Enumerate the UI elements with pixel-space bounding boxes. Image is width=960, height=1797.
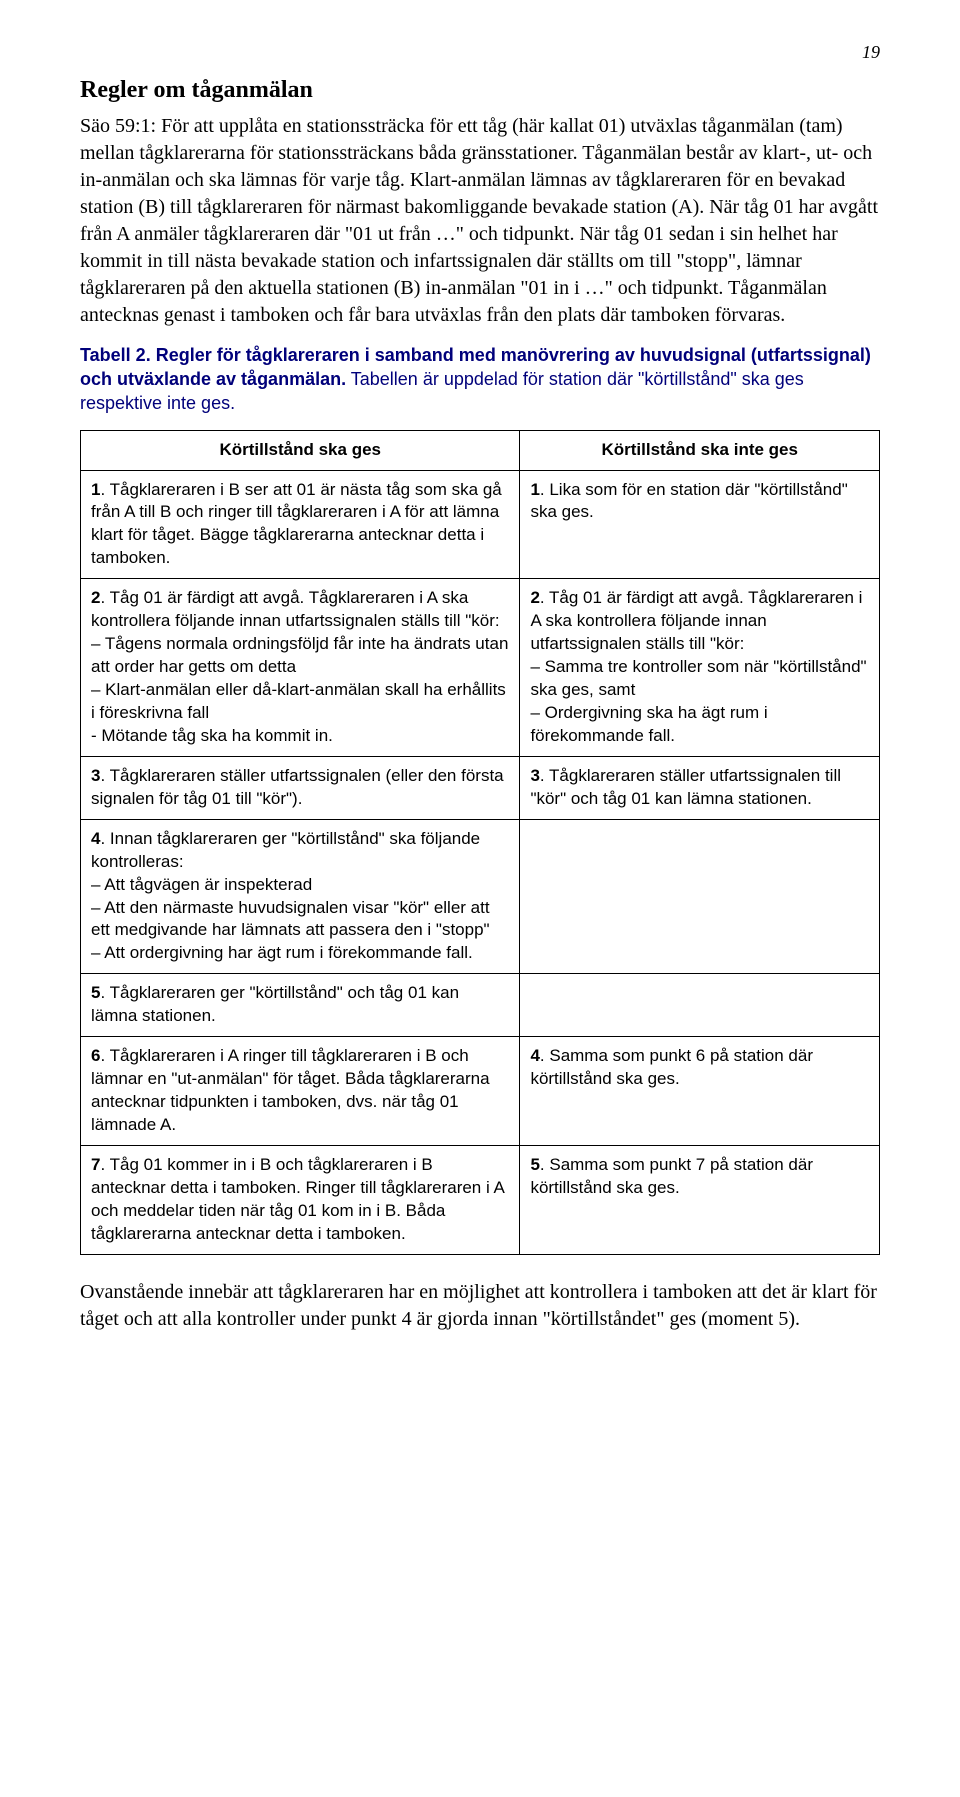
cell-text: . Lika som för en station där "körtillst… [530, 480, 847, 522]
cell-text: . Tågklareraren ger "körtillstånd" och t… [91, 983, 459, 1025]
section-heading: Regler om tåganmälan [80, 74, 880, 106]
table-row: 5. Tågklareraren ger "körtillstånd" och … [81, 974, 880, 1037]
table-row: 7. Tåg 01 kommer in i B och tågklarerare… [81, 1145, 880, 1254]
cell-text: . Tågklareraren i B ser att 01 är nästa … [91, 480, 502, 568]
cell-text: . Tåg 01 är färdigt att avgå. Tågklarera… [91, 588, 508, 745]
cell-right [520, 974, 880, 1037]
cell-right: 1. Lika som för en station där "körtills… [520, 470, 880, 579]
row-num: 1 [530, 480, 539, 499]
table-row: 4. Innan tågklareraren ger "körtillstånd… [81, 819, 880, 974]
table-row: 2. Tåg 01 är färdigt att avgå. Tågklarer… [81, 579, 880, 757]
row-num: 5 [530, 1155, 539, 1174]
cell-text: . Samma som punkt 7 på station där körti… [530, 1155, 813, 1197]
table-row: 3. Tågklareraren ställer utfartssignalen… [81, 756, 880, 819]
cell-text: . Tåg 01 kommer in i B och tågklareraren… [91, 1155, 504, 1243]
table-header-row: Körtillstånd ska ges Körtillstånd ska in… [81, 430, 880, 470]
cell-left: 2. Tåg 01 är färdigt att avgå. Tågklarer… [81, 579, 520, 757]
cell-right: 5. Samma som punkt 7 på station där kört… [520, 1145, 880, 1254]
table-row: 1 . Tågklareraren i B ser att 01 är nästa… [81, 470, 880, 579]
page-number: 19 [80, 40, 880, 64]
cell-left: 1. Tågklareraren i B ser att 01 är nästa… [81, 470, 520, 579]
cell-right: 3. Tågklareraren ställer utfartssignalen… [520, 756, 880, 819]
closing-paragraph: Ovanstående innebär att tågklareraren ha… [80, 1279, 880, 1333]
col-header-right: Körtillstånd ska inte ges [520, 430, 880, 470]
cell-text: . Innan tågklareraren ger "körtillstånd"… [91, 829, 490, 963]
cell-left: 6. Tågklareraren i A ringer till tågklar… [81, 1037, 520, 1146]
cell-text: . Samma som punkt 6 på station där körti… [530, 1046, 813, 1088]
cell-right: 2. Tåg 01 är färdigt att avgå. Tågklarer… [520, 579, 880, 757]
row-num: 3 [530, 766, 539, 785]
cell-left: 4. Innan tågklareraren ger "körtillstånd… [81, 819, 520, 974]
intro-paragraph: Säo 59:1: För att upplåta en stationsstr… [80, 113, 880, 329]
cell-text: . Tågklareraren ställer utfartssignalen … [530, 766, 841, 808]
cell-text: . Tågklareraren i A ringer till tågklare… [91, 1046, 490, 1134]
cell-left: 5. Tågklareraren ger "körtillstånd" och … [81, 974, 520, 1037]
rules-table: Körtillstånd ska ges Körtillstånd ska in… [80, 430, 880, 1255]
cell-text: . Tågklareraren ställer utfartssignalen … [91, 766, 504, 808]
cell-left: 3. Tågklareraren ställer utfartssignalen… [81, 756, 520, 819]
cell-right: 4. Samma som punkt 6 på station där kört… [520, 1037, 880, 1146]
col-header-left: Körtillstånd ska ges [81, 430, 520, 470]
table-row: 6. Tågklareraren i A ringer till tågklar… [81, 1037, 880, 1146]
table-caption: Tabell 2. Regler för tågklareraren i sam… [80, 343, 880, 416]
row-num: 4 [530, 1046, 539, 1065]
cell-left: 7. Tåg 01 kommer in i B och tågklarerare… [81, 1145, 520, 1254]
row-num: 2 [530, 588, 539, 607]
cell-text: . Tåg 01 är färdigt att avgå. Tågklarera… [530, 588, 866, 745]
cell-right [520, 819, 880, 974]
